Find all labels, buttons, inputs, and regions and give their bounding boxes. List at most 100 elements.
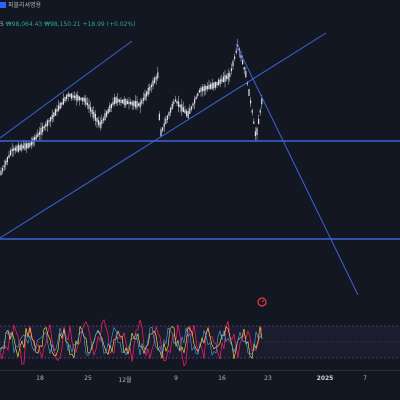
candle-body: [218, 79, 220, 86]
candle-body: [69, 94, 71, 97]
candle-body: [190, 106, 192, 110]
legend-values: 5 ₩98,064.43 ₩98,150.21 +18.99 (+0.02%): [0, 21, 135, 29]
candle-body: [43, 126, 45, 129]
time-tick: 25: [84, 375, 92, 382]
candle-body: [62, 98, 64, 105]
candle-body: [45, 123, 47, 127]
trendline-channel-upper[interactable]: [0, 40, 133, 139]
time-tick: 7: [363, 375, 367, 382]
candle-body: [192, 103, 194, 106]
candle-body: [37, 133, 39, 137]
candle-body: [144, 93, 146, 100]
candle-body: [107, 109, 109, 114]
candle-body: [155, 76, 157, 80]
candle-body: [123, 98, 125, 105]
candle-body: [104, 113, 106, 121]
candle-body: [232, 61, 234, 67]
candle-body: [208, 84, 210, 90]
candle-body: [5, 160, 7, 165]
candle-body: [42, 126, 44, 133]
candle-body: [202, 86, 204, 92]
candle-body: [146, 91, 148, 97]
candle-body: [205, 85, 207, 91]
candle-body: [38, 131, 40, 135]
candle-body: [59, 102, 61, 109]
series-color-icon: [0, 2, 6, 8]
candle-body: [91, 109, 93, 115]
price-candles: [0, 38, 263, 176]
candle-body: [93, 111, 95, 118]
candle-body: [61, 102, 63, 105]
candle-body: [152, 80, 154, 87]
candle-body: [195, 96, 197, 100]
legend-title: 퍼블리셔명용: [0, 2, 41, 10]
candle-body: [198, 89, 200, 93]
candle-body: [120, 99, 122, 103]
alarm-clock-icon[interactable]: [257, 297, 267, 307]
candle-body: [80, 97, 82, 101]
candle-body: [245, 71, 247, 78]
candle-body: [34, 137, 36, 142]
candle-body: [240, 54, 242, 58]
candle-body: [88, 104, 90, 109]
candle-body: [157, 72, 159, 79]
candle-body: [85, 98, 87, 105]
oscillator-line-yellow: [0, 325, 263, 359]
time-tick-year: 2025: [316, 375, 334, 382]
oscillator-line-pink: [0, 318, 263, 367]
candle-body: [101, 119, 103, 125]
candle-body: [163, 123, 165, 128]
candle-body: [46, 120, 48, 127]
candle-body: [83, 97, 85, 102]
trendline-descending[interactable]: [235, 43, 359, 296]
candle-body: [112, 101, 114, 105]
candle-body: [50, 117, 52, 122]
candle-body: [150, 84, 152, 88]
candle-body: [98, 120, 100, 126]
legend-change: +18.99 (+0.02%): [82, 21, 136, 28]
candle-body: [186, 110, 188, 116]
time-tick: 23: [264, 375, 272, 382]
candle-body: [96, 117, 98, 123]
candle-body: [138, 103, 140, 106]
candle-body: [27, 142, 29, 149]
oscillator-panel[interactable]: [0, 318, 400, 367]
trendline-channel-lower[interactable]: [0, 32, 327, 239]
candle-body: [130, 102, 132, 105]
legend-price-1: ₩98,064.43: [5, 21, 43, 28]
oscillator-line-blue: [0, 326, 263, 357]
candle-body: [166, 115, 168, 120]
candle-body: [133, 101, 135, 106]
candle-body: [227, 72, 229, 80]
candle-body: [94, 113, 96, 121]
candle-body: [229, 73, 231, 78]
candle-body: [230, 68, 232, 72]
candle-body: [250, 100, 252, 104]
candle-body: [234, 56, 236, 59]
candle-body: [170, 107, 172, 113]
time-tick: 18: [36, 375, 44, 382]
candle-body: [254, 131, 256, 137]
candle-body: [181, 104, 183, 112]
candle-body: [29, 142, 31, 148]
candle-body: [78, 96, 80, 101]
candle-body: [182, 107, 184, 113]
candle-body: [118, 99, 120, 103]
candle-body: [67, 93, 69, 97]
candle-body: [75, 94, 77, 101]
candle-body: [58, 105, 60, 111]
legend-price-2: ₩98,150.21: [44, 21, 81, 28]
candle-body: [64, 96, 66, 102]
candle-body: [0, 170, 2, 176]
candle-body: [125, 98, 127, 106]
legend-title-text: 퍼블리셔명용: [8, 2, 42, 9]
candle-body: [6, 156, 8, 163]
candle-body: [147, 87, 149, 95]
candle-body: [246, 82, 248, 85]
candle-body: [24, 143, 26, 150]
candle-body: [200, 87, 202, 92]
candle-body: [221, 79, 223, 82]
candle-body: [126, 100, 128, 105]
candle-body: [70, 93, 72, 99]
